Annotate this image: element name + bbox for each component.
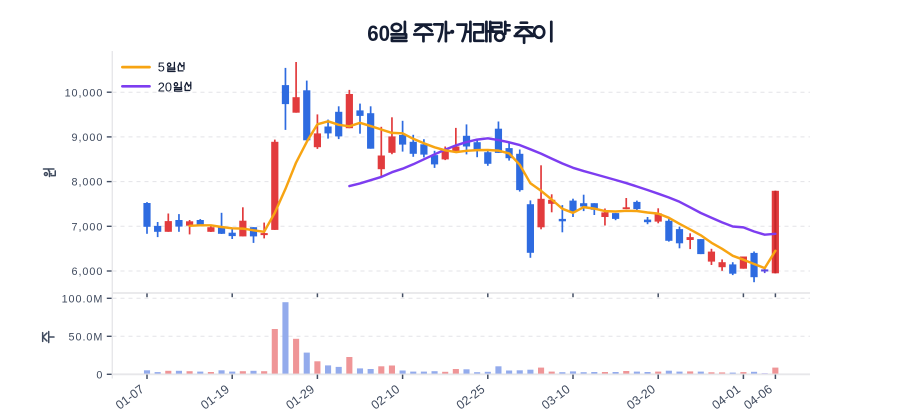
- svg-text:6,000: 6,000: [72, 266, 104, 278]
- svg-text:7,000: 7,000: [72, 221, 104, 233]
- svg-text:100.0M: 100.0M: [62, 294, 104, 306]
- svg-text:60: 60: [367, 21, 390, 46]
- svg-text:5: 5: [158, 60, 165, 75]
- svg-text:9,000: 9,000: [72, 132, 104, 144]
- svg-text:8,000: 8,000: [72, 177, 104, 189]
- svg-text:50.0M: 50.0M: [69, 332, 104, 344]
- svg-text:20: 20: [158, 79, 172, 94]
- svg-text:10,000: 10,000: [65, 87, 104, 99]
- svg-text:0: 0: [96, 370, 103, 382]
